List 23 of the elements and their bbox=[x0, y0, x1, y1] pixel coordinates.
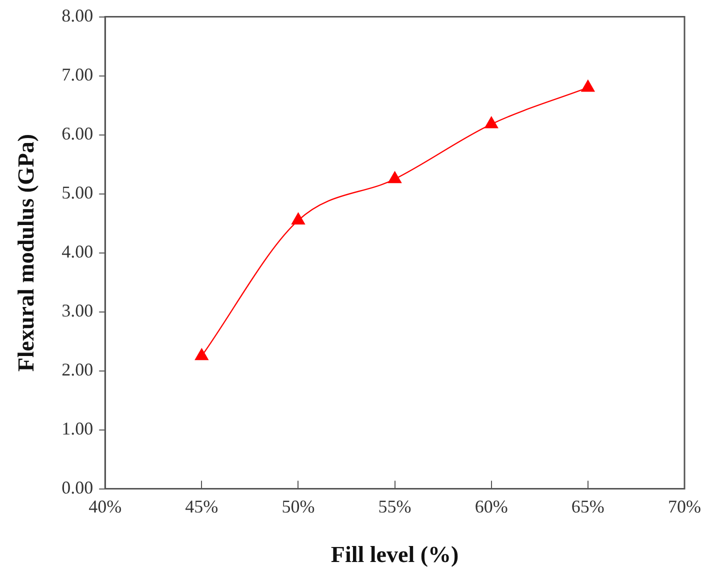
y-tick-label: 2.00 bbox=[62, 360, 94, 380]
x-tick-label: 65% bbox=[571, 496, 604, 516]
x-tick-label: 60% bbox=[474, 496, 508, 516]
point bbox=[388, 171, 402, 184]
point bbox=[484, 116, 498, 128]
y-tick-label: 6.00 bbox=[62, 124, 94, 144]
y-tick-label: 7.00 bbox=[62, 64, 94, 85]
x-tick-label: 45% bbox=[185, 496, 218, 516]
point bbox=[195, 348, 208, 360]
x-tick-label: 50% bbox=[282, 496, 315, 516]
y-tick-label: 5.00 bbox=[62, 182, 94, 203]
x-axis-title: Fill level (%) bbox=[330, 542, 459, 568]
point bbox=[581, 80, 595, 92]
y-tick-label: 0.00 bbox=[62, 478, 94, 498]
x-tick-label: 70% bbox=[668, 496, 702, 516]
y-tick-label: 4.00 bbox=[62, 242, 94, 262]
x-tick-label: 40% bbox=[88, 496, 122, 516]
y-tick-label: 3.00 bbox=[62, 300, 94, 321]
y-tick-label: 1.00 bbox=[62, 418, 94, 439]
x-tick-label: 55% bbox=[378, 496, 412, 516]
point bbox=[292, 212, 305, 224]
y-tick-label: 8.00 bbox=[62, 6, 94, 26]
y-axis-title: Flexural modulus (GPa) bbox=[14, 134, 39, 372]
